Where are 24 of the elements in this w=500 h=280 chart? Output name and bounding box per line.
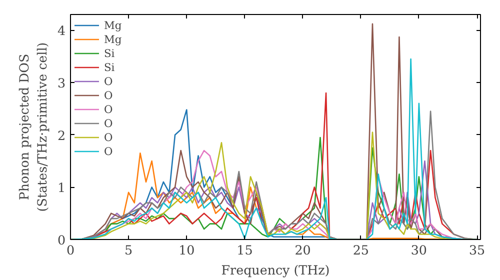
x-tick-label: 15 [236,242,253,258]
x-tick-label: 30 [410,242,427,258]
y-tick-label: 0 [57,232,66,248]
y-tick-label: 1 [57,180,66,196]
legend-label: Si [104,60,116,74]
x-tick-label: 10 [178,242,195,258]
legend-label: O [104,130,114,144]
legend-label: Si [104,46,116,60]
legend-label: Mg [104,18,123,32]
legend-label: O [104,116,114,130]
x-tick-label: 20 [294,242,311,258]
legend-label: O [104,102,114,116]
x-tick-label: 25 [352,242,369,258]
y-tick-label: 2 [57,128,66,143]
x-tick-label: 35 [468,242,486,258]
legend-label: O [104,88,114,102]
x-tick-label: 5 [124,242,133,258]
legend-label: O [104,144,114,158]
legend-label: O [104,74,114,88]
legend-label: Mg [104,32,123,46]
y-tick-label: 3 [57,76,66,91]
y-axis-title: Phonon projected DOS (States/THz·primitive cell) [16,42,50,212]
x-axis-title: Frequency (THz) [221,262,330,278]
y-tick-label: 4 [57,23,66,38]
